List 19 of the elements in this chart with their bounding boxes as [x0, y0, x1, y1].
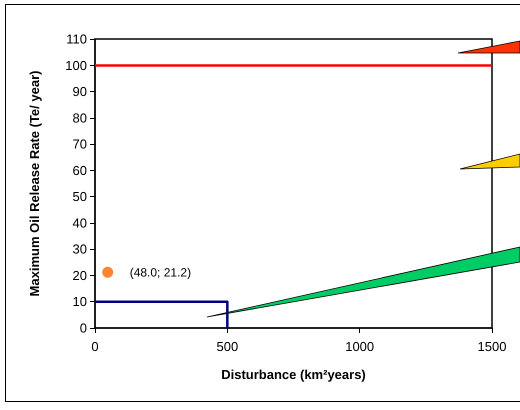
- x-tick-label: 1000: [345, 339, 374, 354]
- annotation: (48.0; 21.2): [130, 265, 192, 280]
- x-tick-label: 1500: [478, 339, 506, 354]
- x-tick-label: 500: [216, 339, 238, 354]
- y-tick-label: 70: [72, 136, 87, 152]
- y-tick-label: 0: [80, 320, 87, 336]
- y-tick-label: 10: [72, 294, 87, 310]
- y-tick-label: 90: [72, 84, 87, 100]
- y-tick-label: 40: [72, 215, 87, 230]
- x-tick-label: 0: [91, 339, 99, 354]
- y-tick-label: 100: [65, 58, 87, 73]
- y-tick-label: 60: [72, 162, 87, 178]
- x-axis-title: Disturbance (km²years): [221, 367, 366, 382]
- y-tick-label: 20: [72, 268, 87, 283]
- y-tick-label: 80: [72, 110, 87, 126]
- y-axis-title: Maximum Oil Release Rate (Te/ year): [27, 70, 42, 296]
- y-tick-label: 30: [72, 242, 87, 257]
- y-tick-label: 50: [72, 189, 87, 204]
- y-tick-label: 110: [66, 32, 87, 46]
